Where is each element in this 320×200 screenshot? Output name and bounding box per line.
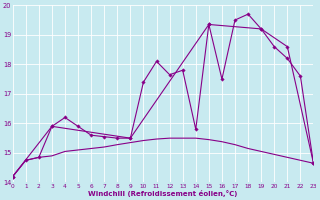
X-axis label: Windchill (Refroidissement éolien,°C): Windchill (Refroidissement éolien,°C) xyxy=(88,190,238,197)
